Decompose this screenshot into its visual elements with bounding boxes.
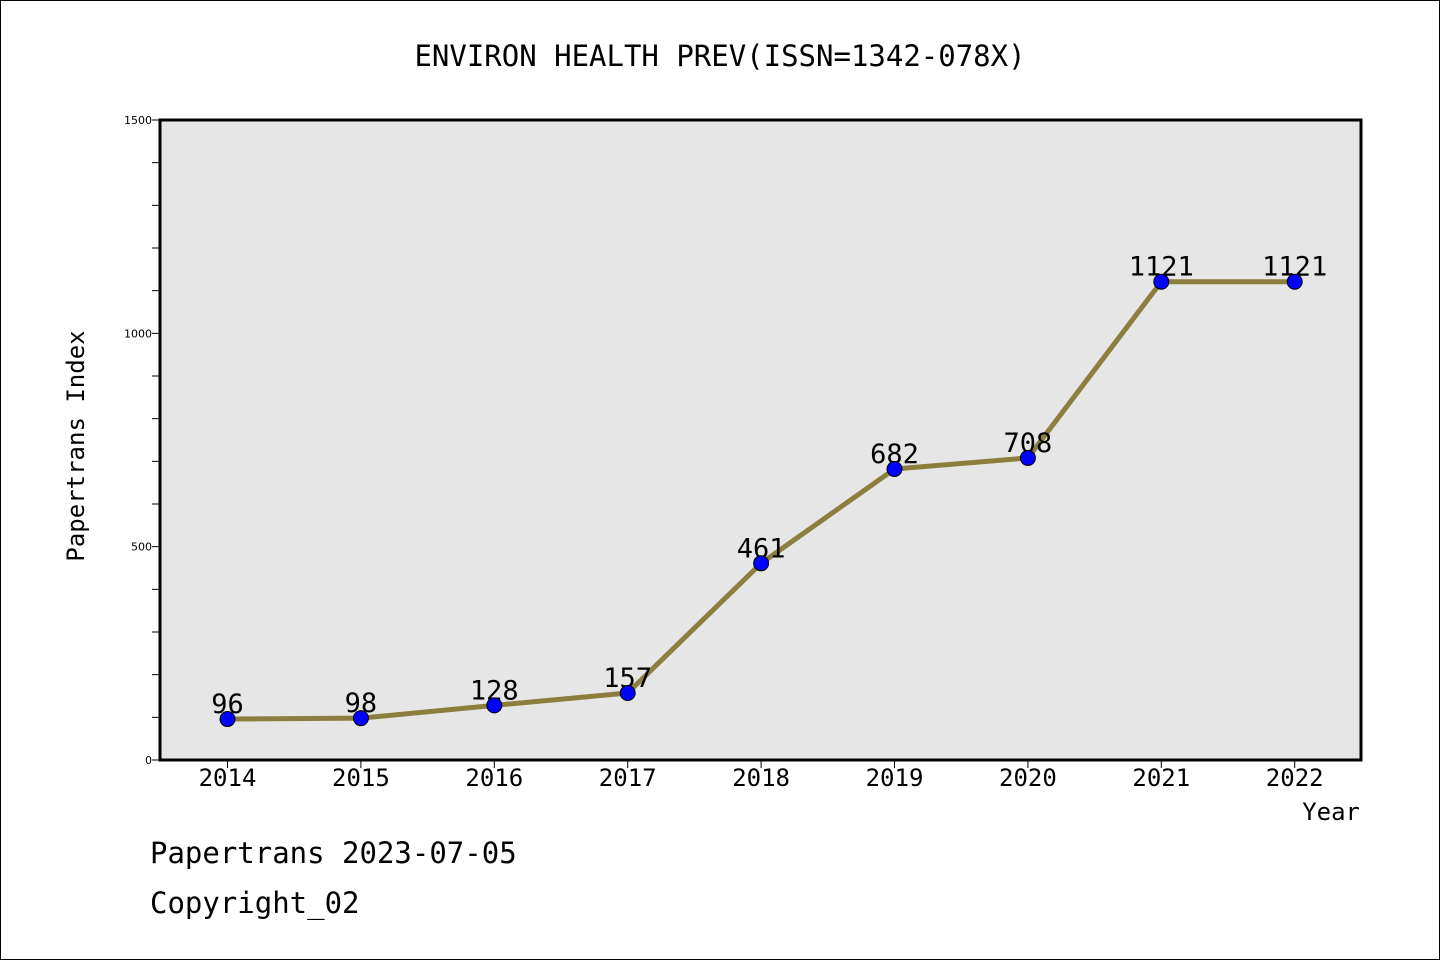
y-tick-label: 0: [145, 754, 152, 767]
data-point: [753, 555, 770, 572]
x-tick-label: 2017: [599, 764, 657, 792]
data-point: [486, 697, 503, 714]
x-axis-label: Year: [1302, 798, 1360, 826]
data-point: [1286, 273, 1303, 290]
data-point: [1019, 449, 1036, 466]
x-tick-label: 2020: [999, 764, 1057, 792]
chart-title: ENVIRON HEALTH PREV(ISSN=1342-078X): [414, 39, 1025, 73]
data-point: [352, 710, 369, 727]
data-point: [1153, 273, 1170, 290]
y-axis: 0 500 1000 1500: [124, 114, 160, 767]
x-axis: 2014 2015 2016 2017 2018 2019 2020 2021 2022: [199, 760, 1324, 792]
y-tick-label: 500: [131, 541, 152, 554]
y-tick-label: 1000: [124, 327, 152, 340]
x-tick-label: 2016: [465, 764, 523, 792]
x-tick-label: 2014: [199, 764, 257, 792]
x-tick-label: 2019: [866, 764, 924, 792]
footer-date: Papertrans 2023-07-05: [150, 836, 517, 870]
data-point: [219, 711, 236, 728]
x-tick-label: 2018: [732, 764, 790, 792]
x-tick-label: 2015: [332, 764, 390, 792]
plot-area: [158, 118, 1363, 762]
x-tick-label: 2021: [1132, 764, 1190, 792]
footer-copyright: Copyright_02: [150, 886, 360, 920]
data-point: [619, 685, 636, 702]
data-point: [886, 461, 903, 478]
y-axis-label: Papertrans Index: [62, 330, 90, 561]
x-tick-label: 2022: [1266, 764, 1324, 792]
y-tick-label: 1500: [124, 114, 152, 127]
